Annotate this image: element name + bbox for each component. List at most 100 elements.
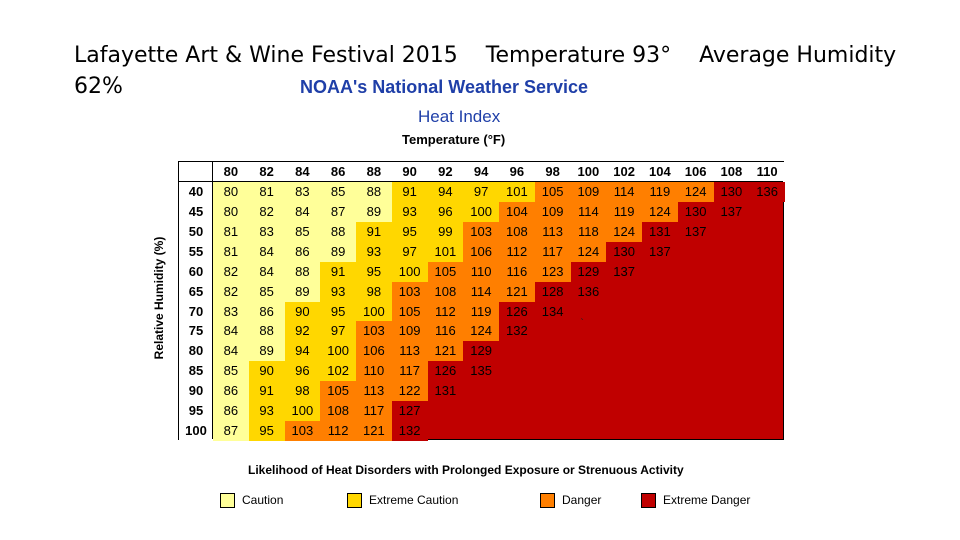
heat-index-cell: 86 xyxy=(248,301,285,322)
heat-index-cell: 94 xyxy=(427,182,464,202)
humidity-header: 95 xyxy=(179,401,213,422)
heat-index-cell: 109 xyxy=(570,182,607,202)
temperature-header: 82 xyxy=(248,162,285,182)
heat-index-cell: 93 xyxy=(248,401,285,422)
heat-index-cell: 93 xyxy=(356,241,392,262)
heat-index-cell: 93 xyxy=(391,201,428,222)
heat-index-cell: 124 xyxy=(642,201,678,222)
humidity-header: 65 xyxy=(179,281,213,302)
heat-index-cell: 121 xyxy=(499,281,535,302)
heat-index-cell: 124 xyxy=(677,182,714,202)
heat-index-cell: 97 xyxy=(391,241,428,262)
heat-index-cell: 119 xyxy=(642,182,678,202)
heat-index-cell: 106 xyxy=(463,241,499,262)
heat-index-cell: 87 xyxy=(320,201,356,222)
heat-index-cell: 108 xyxy=(427,281,464,302)
heat-index-cell: 119 xyxy=(606,201,642,222)
heat-index-cell: 101 xyxy=(427,241,464,262)
temperature-header: 108 xyxy=(713,162,750,182)
temperature-header: 84 xyxy=(284,162,321,182)
heat-index-cell: 137 xyxy=(642,241,678,262)
temperature-header: 96 xyxy=(499,162,535,182)
heat-index-cell: 117 xyxy=(391,361,428,382)
heat-index-cell: 84 xyxy=(213,341,249,362)
heat-index-cell: 130 xyxy=(606,241,642,262)
heat-index-cell: 100 xyxy=(356,301,392,322)
heat-index-cell: 112 xyxy=(427,301,464,322)
temperature-header: 80 xyxy=(213,162,249,182)
heat-index-cell: 108 xyxy=(320,401,356,422)
heat-index-cell: 81 xyxy=(213,221,249,242)
heat-index-cell: 137 xyxy=(677,221,714,242)
heat-index-cell: 104 xyxy=(499,201,535,222)
heat-index-cell: 131 xyxy=(427,381,464,402)
heat-index-cell: 96 xyxy=(284,361,321,382)
header-column-divider xyxy=(212,162,213,439)
heat-index-cell: 80 xyxy=(213,201,249,222)
heat-index-cell: 86 xyxy=(284,241,321,262)
heat-index-cell: 135 xyxy=(463,361,499,382)
heat-index-cell: 95 xyxy=(391,221,428,242)
heat-index-cell: 124 xyxy=(570,241,607,262)
heat-index-cell: 118 xyxy=(570,221,607,242)
heat-index-cell: 119 xyxy=(463,301,499,322)
heat-index-cell: 89 xyxy=(320,241,356,262)
humidity-header: 75 xyxy=(179,321,213,342)
heat-index-cell: 105 xyxy=(391,301,428,322)
heat-index-cell: 110 xyxy=(356,361,392,382)
heat-index-cell: 100 xyxy=(320,341,356,362)
heat-index-cell: 86 xyxy=(213,381,249,402)
legend-item-danger: Danger xyxy=(540,492,601,508)
heat-index-cell: 89 xyxy=(356,201,392,222)
heat-index-cell: 100 xyxy=(284,401,321,422)
heat-index-cell: 85 xyxy=(284,221,321,242)
heat-index-cell: 122 xyxy=(391,381,428,402)
heat-index-cell: 83 xyxy=(284,182,321,202)
heat-index-cell: 88 xyxy=(320,221,356,242)
heat-index-cell: 91 xyxy=(248,381,285,402)
heat-index-cell: 100 xyxy=(463,201,499,222)
heat-index-cell: 82 xyxy=(248,201,285,222)
heat-index-cell: 85 xyxy=(248,281,285,302)
heat-index-cell: 114 xyxy=(606,182,642,202)
heat-index-cell: 88 xyxy=(284,261,321,282)
x-axis-label: Temperature (°F) xyxy=(402,132,506,147)
heat-index-cell: 81 xyxy=(248,182,285,202)
heat-index-cell: 136 xyxy=(749,182,785,202)
heat-index-cell: 131 xyxy=(642,221,678,242)
heat-index-cell: 117 xyxy=(356,401,392,422)
legend-label-extreme-caution: Extreme Caution xyxy=(369,493,459,507)
source-heading: NOAA's National Weather Service xyxy=(300,77,589,97)
header-row-divider xyxy=(179,181,783,182)
heat-index-cell: 129 xyxy=(463,341,499,362)
heat-index-cell: 126 xyxy=(427,361,464,382)
heat-index-cell: 92 xyxy=(284,321,321,342)
legend-swatch-danger xyxy=(540,492,555,508)
heat-index-cell: 84 xyxy=(248,261,285,282)
heat-index-cell: 88 xyxy=(356,182,392,202)
heat-index-cell: 103 xyxy=(463,221,499,242)
heat-index-cell: 130 xyxy=(677,201,714,222)
humidity-header: 100 xyxy=(179,421,213,441)
heat-index-cell: 113 xyxy=(356,381,392,402)
heat-index-cell: 114 xyxy=(570,201,607,222)
temperature-header: 94 xyxy=(463,162,499,182)
legend-item-extreme-danger: Extreme Danger xyxy=(641,492,750,508)
heat-index-cell: 84 xyxy=(284,201,321,222)
heat-index-cell: 102 xyxy=(320,361,356,382)
temperature-header: 100 xyxy=(570,162,607,182)
heat-index-cell: 114 xyxy=(463,281,499,302)
heat-index-cell: 128 xyxy=(534,281,571,302)
slide-title: Lafayette Art & Wine Festival 2015 Tempe… xyxy=(74,43,904,99)
heat-index-cell: 86 xyxy=(213,401,249,422)
heat-index-cell: 85 xyxy=(213,361,249,382)
humidity-header: 70 xyxy=(179,301,213,322)
y-axis-label: Relative Humidity (%) xyxy=(152,236,166,360)
temperature-header: 104 xyxy=(642,162,678,182)
heat-index-cell: 84 xyxy=(248,241,285,262)
heat-index-cell: 109 xyxy=(391,321,428,342)
legend-swatch-caution xyxy=(220,492,235,508)
heat-index-cell: 123 xyxy=(534,261,571,282)
legend-label-extreme-danger: Extreme Danger xyxy=(663,493,751,507)
humidity-header: 80 xyxy=(179,341,213,362)
